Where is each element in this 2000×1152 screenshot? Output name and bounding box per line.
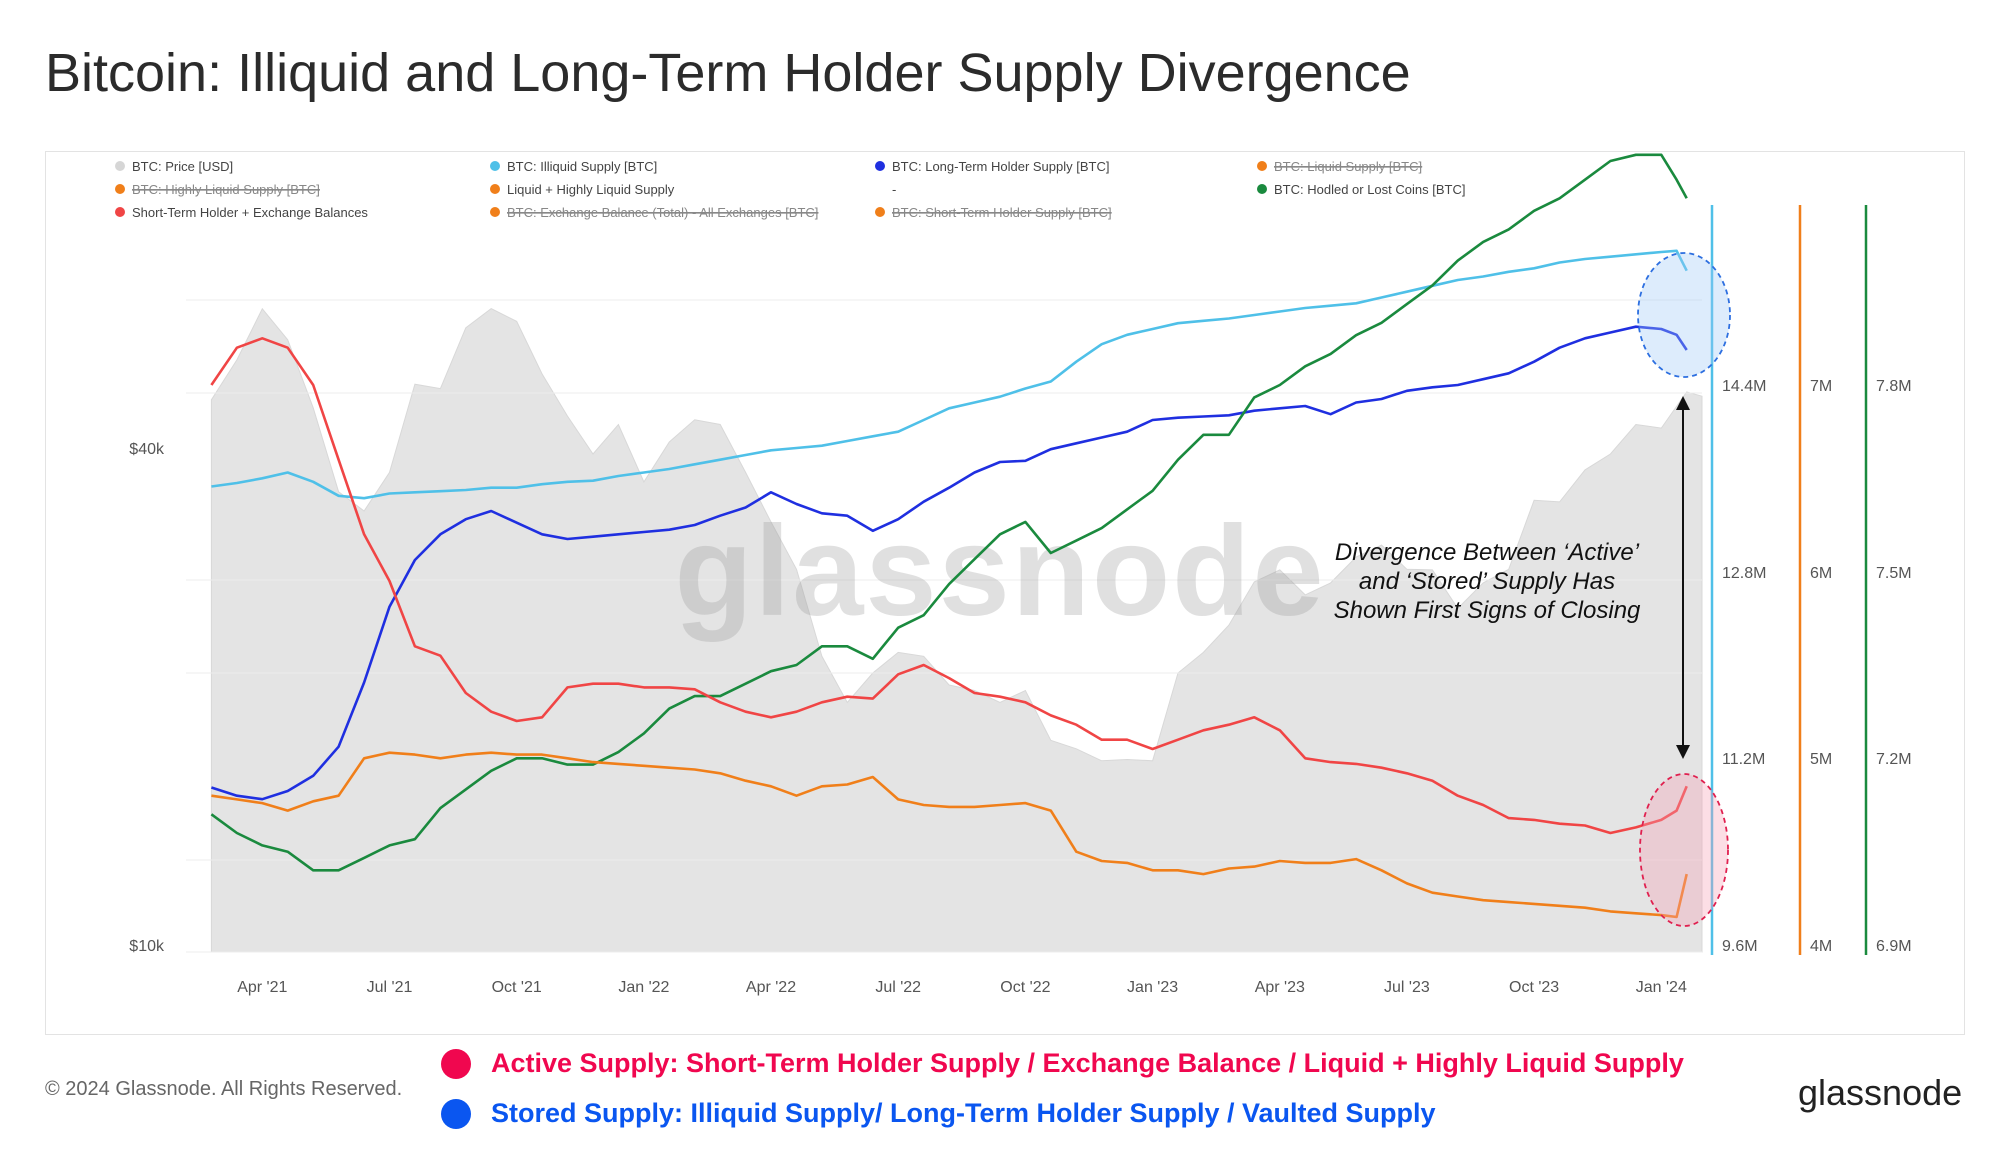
legend-label: BTC: Long-Term Holder Supply [BTC] xyxy=(892,159,1109,174)
series-line-1 xyxy=(211,325,1688,801)
legend-marker xyxy=(115,184,125,194)
legend-marker xyxy=(490,184,500,194)
key-active: Active Supply: Short-Term Holder Supply … xyxy=(441,1048,1684,1079)
active-supply-highlight xyxy=(1639,773,1729,927)
btc_supply_3-tick-label: 7.5M xyxy=(1876,565,1912,582)
x-tick-label: Jul '21 xyxy=(367,979,413,996)
x-tick-label: Jan '24 xyxy=(1636,979,1687,996)
series-line-2 xyxy=(210,153,1688,872)
legend-label: Short-Term Holder + Exchange Balances xyxy=(132,205,368,220)
btc_supply_3-tick-label: 6.9M xyxy=(1876,938,1912,955)
x-tick-label: Oct '23 xyxy=(1509,979,1559,996)
btc_supply_3-tick-label: 7.8M xyxy=(1876,378,1912,395)
annotation-line: and ‘Stored’ Supply Has xyxy=(1359,568,1615,595)
legend-marker xyxy=(875,207,885,217)
x-tick-label: Jan '22 xyxy=(618,979,669,996)
x-tick-label: Apr '21 xyxy=(237,979,287,996)
btc_supply_1-tick-label: 14.4M xyxy=(1722,378,1766,395)
grid-layer xyxy=(186,299,1702,953)
price-area-layer xyxy=(210,307,1703,953)
btc_supply_3-tick-label: 7.2M xyxy=(1876,751,1912,768)
btc_supply_1-tick-label: 9.6M xyxy=(1722,938,1758,955)
btc_supply_1-tick-label: 12.8M xyxy=(1722,565,1766,582)
watermark-layer: glassnode xyxy=(674,500,1325,643)
price-tick-label: $10k xyxy=(129,938,165,955)
key-active-dot xyxy=(441,1048,471,1079)
annotation-layer: Divergence Between ‘Active’and ‘Stored’ … xyxy=(1334,252,1731,927)
watermark: glassnode xyxy=(674,500,1325,643)
divergence-arrow-head-up xyxy=(1676,396,1690,410)
x-tick-label: Jul '23 xyxy=(1384,979,1430,996)
series-line-4 xyxy=(210,337,1688,835)
key-stored-label: Stored Supply: Illiquid Supply/ Long-Ter… xyxy=(491,1098,1436,1128)
legend-marker xyxy=(115,161,125,171)
x-tick-label: Apr '22 xyxy=(746,979,796,996)
stored-supply-highlight xyxy=(1637,252,1731,378)
legend-label: BTC: Illiquid Supply [BTC] xyxy=(507,159,657,174)
x-tick-label: Jul '22 xyxy=(875,979,921,996)
x-tick-label: Oct '21 xyxy=(492,979,542,996)
series-layer xyxy=(210,153,1688,919)
brand-logo: glassnode xyxy=(1798,1072,1963,1113)
legend-marker xyxy=(490,207,500,217)
divergence-arrow-head-down xyxy=(1676,745,1690,759)
x-tick-label: Apr '23 xyxy=(1255,979,1305,996)
series-line-0 xyxy=(211,249,1688,500)
legend-marker xyxy=(1257,161,1267,171)
legend-label: - xyxy=(892,182,896,197)
price-area xyxy=(210,307,1703,953)
annotation-line: Divergence Between ‘Active’ xyxy=(1335,539,1640,566)
btc_supply_2-tick-label: 4M xyxy=(1810,938,1832,955)
legend-marker xyxy=(115,207,125,217)
legend-label: Liquid + Highly Liquid Supply xyxy=(507,182,675,197)
axes-layer: Apr '21 Jul '21 Oct '21 Jan '22 Apr '22 Jul '… xyxy=(129,205,1912,996)
btc_supply_2-tick-label: 6M xyxy=(1810,565,1832,582)
key-stored-dot xyxy=(441,1098,471,1129)
chart-frame xyxy=(45,151,1965,1035)
legend-marker xyxy=(490,161,500,171)
legend-marker xyxy=(875,161,885,171)
x-tick-label: Jan '23 xyxy=(1127,979,1178,996)
key-active-label: Active Supply: Short-Term Holder Supply … xyxy=(491,1048,1684,1078)
legend-layer: BTC: Price [USD] BTC: Illiquid Supply [BT… xyxy=(115,159,1465,220)
x-tick-label: Oct '22 xyxy=(1000,979,1050,996)
legend-label: BTC: Hodled or Lost Coins [BTC] xyxy=(1274,182,1465,197)
series-line-3 xyxy=(211,751,1688,919)
price-tick-label: $40k xyxy=(129,441,165,458)
btc_supply_2-tick-label: 7M xyxy=(1810,378,1832,395)
annotation-line: Shown First Signs of Closing xyxy=(1334,597,1641,624)
btc_supply_1-tick-label: 11.2M xyxy=(1722,751,1765,768)
legend-marker xyxy=(1257,184,1267,194)
key-stored: Stored Supply: Illiquid Supply/ Long-Ter… xyxy=(441,1098,1436,1129)
btc_supply_2-tick-label: 5M xyxy=(1810,751,1832,768)
page-title: Bitcoin: Illiquid and Long-Term Holder S… xyxy=(45,43,1411,103)
copyright: © 2024 Glassnode. All Rights Reserved. xyxy=(45,1078,403,1100)
legend-label: BTC: Price [USD] xyxy=(132,159,233,174)
